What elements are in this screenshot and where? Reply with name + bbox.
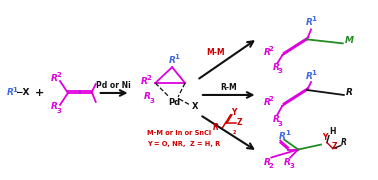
Text: R-M: R-M — [220, 82, 237, 91]
Text: 1: 1 — [311, 16, 316, 22]
Text: 2: 2 — [269, 163, 274, 169]
Text: 1: 1 — [285, 130, 290, 136]
Text: R: R — [263, 158, 270, 167]
Text: 3: 3 — [57, 108, 61, 114]
Text: 3: 3 — [278, 68, 283, 74]
Text: 1: 1 — [175, 54, 180, 60]
Text: R: R — [213, 123, 219, 132]
Text: 2: 2 — [269, 46, 274, 52]
Text: Y: Y — [322, 133, 327, 142]
Text: R: R — [6, 89, 13, 98]
Text: 2: 2 — [57, 72, 61, 78]
Text: R: R — [346, 89, 353, 98]
Text: R: R — [169, 56, 176, 65]
Text: Pd or Ni: Pd or Ni — [96, 80, 131, 89]
Text: R: R — [284, 158, 291, 167]
Text: R: R — [140, 76, 147, 86]
Text: R: R — [143, 93, 150, 102]
Text: R: R — [263, 98, 270, 107]
Text: 2: 2 — [146, 75, 151, 81]
Text: M-M or In or SnCl: M-M or In or SnCl — [147, 130, 211, 136]
Text: 2: 2 — [269, 96, 274, 102]
Text: R: R — [341, 138, 347, 147]
Text: Z: Z — [237, 118, 242, 127]
Text: M: M — [345, 36, 354, 45]
Text: H: H — [329, 127, 335, 136]
Text: 3: 3 — [290, 163, 294, 169]
Text: 3: 3 — [149, 98, 154, 104]
Text: R: R — [273, 115, 279, 124]
Text: Y: Y — [231, 108, 236, 117]
Text: R: R — [273, 63, 279, 72]
Text: Z: Z — [332, 142, 338, 151]
Text: M-M: M-M — [206, 48, 225, 57]
Text: R: R — [51, 102, 58, 111]
Text: 1: 1 — [311, 70, 316, 76]
Text: Y = O, NR,  Z = H, R: Y = O, NR, Z = H, R — [147, 141, 221, 147]
Text: 2: 2 — [233, 130, 236, 135]
Text: R: R — [306, 72, 313, 81]
Text: R: R — [279, 132, 286, 141]
Text: R: R — [51, 74, 58, 83]
Text: +: + — [34, 88, 44, 98]
Text: X: X — [192, 102, 198, 111]
Text: 3: 3 — [278, 121, 283, 127]
Text: −X: −X — [15, 89, 29, 98]
Text: 1: 1 — [12, 87, 17, 93]
Text: Pd: Pd — [168, 98, 180, 107]
Text: R: R — [263, 48, 270, 57]
Text: R: R — [306, 18, 313, 27]
